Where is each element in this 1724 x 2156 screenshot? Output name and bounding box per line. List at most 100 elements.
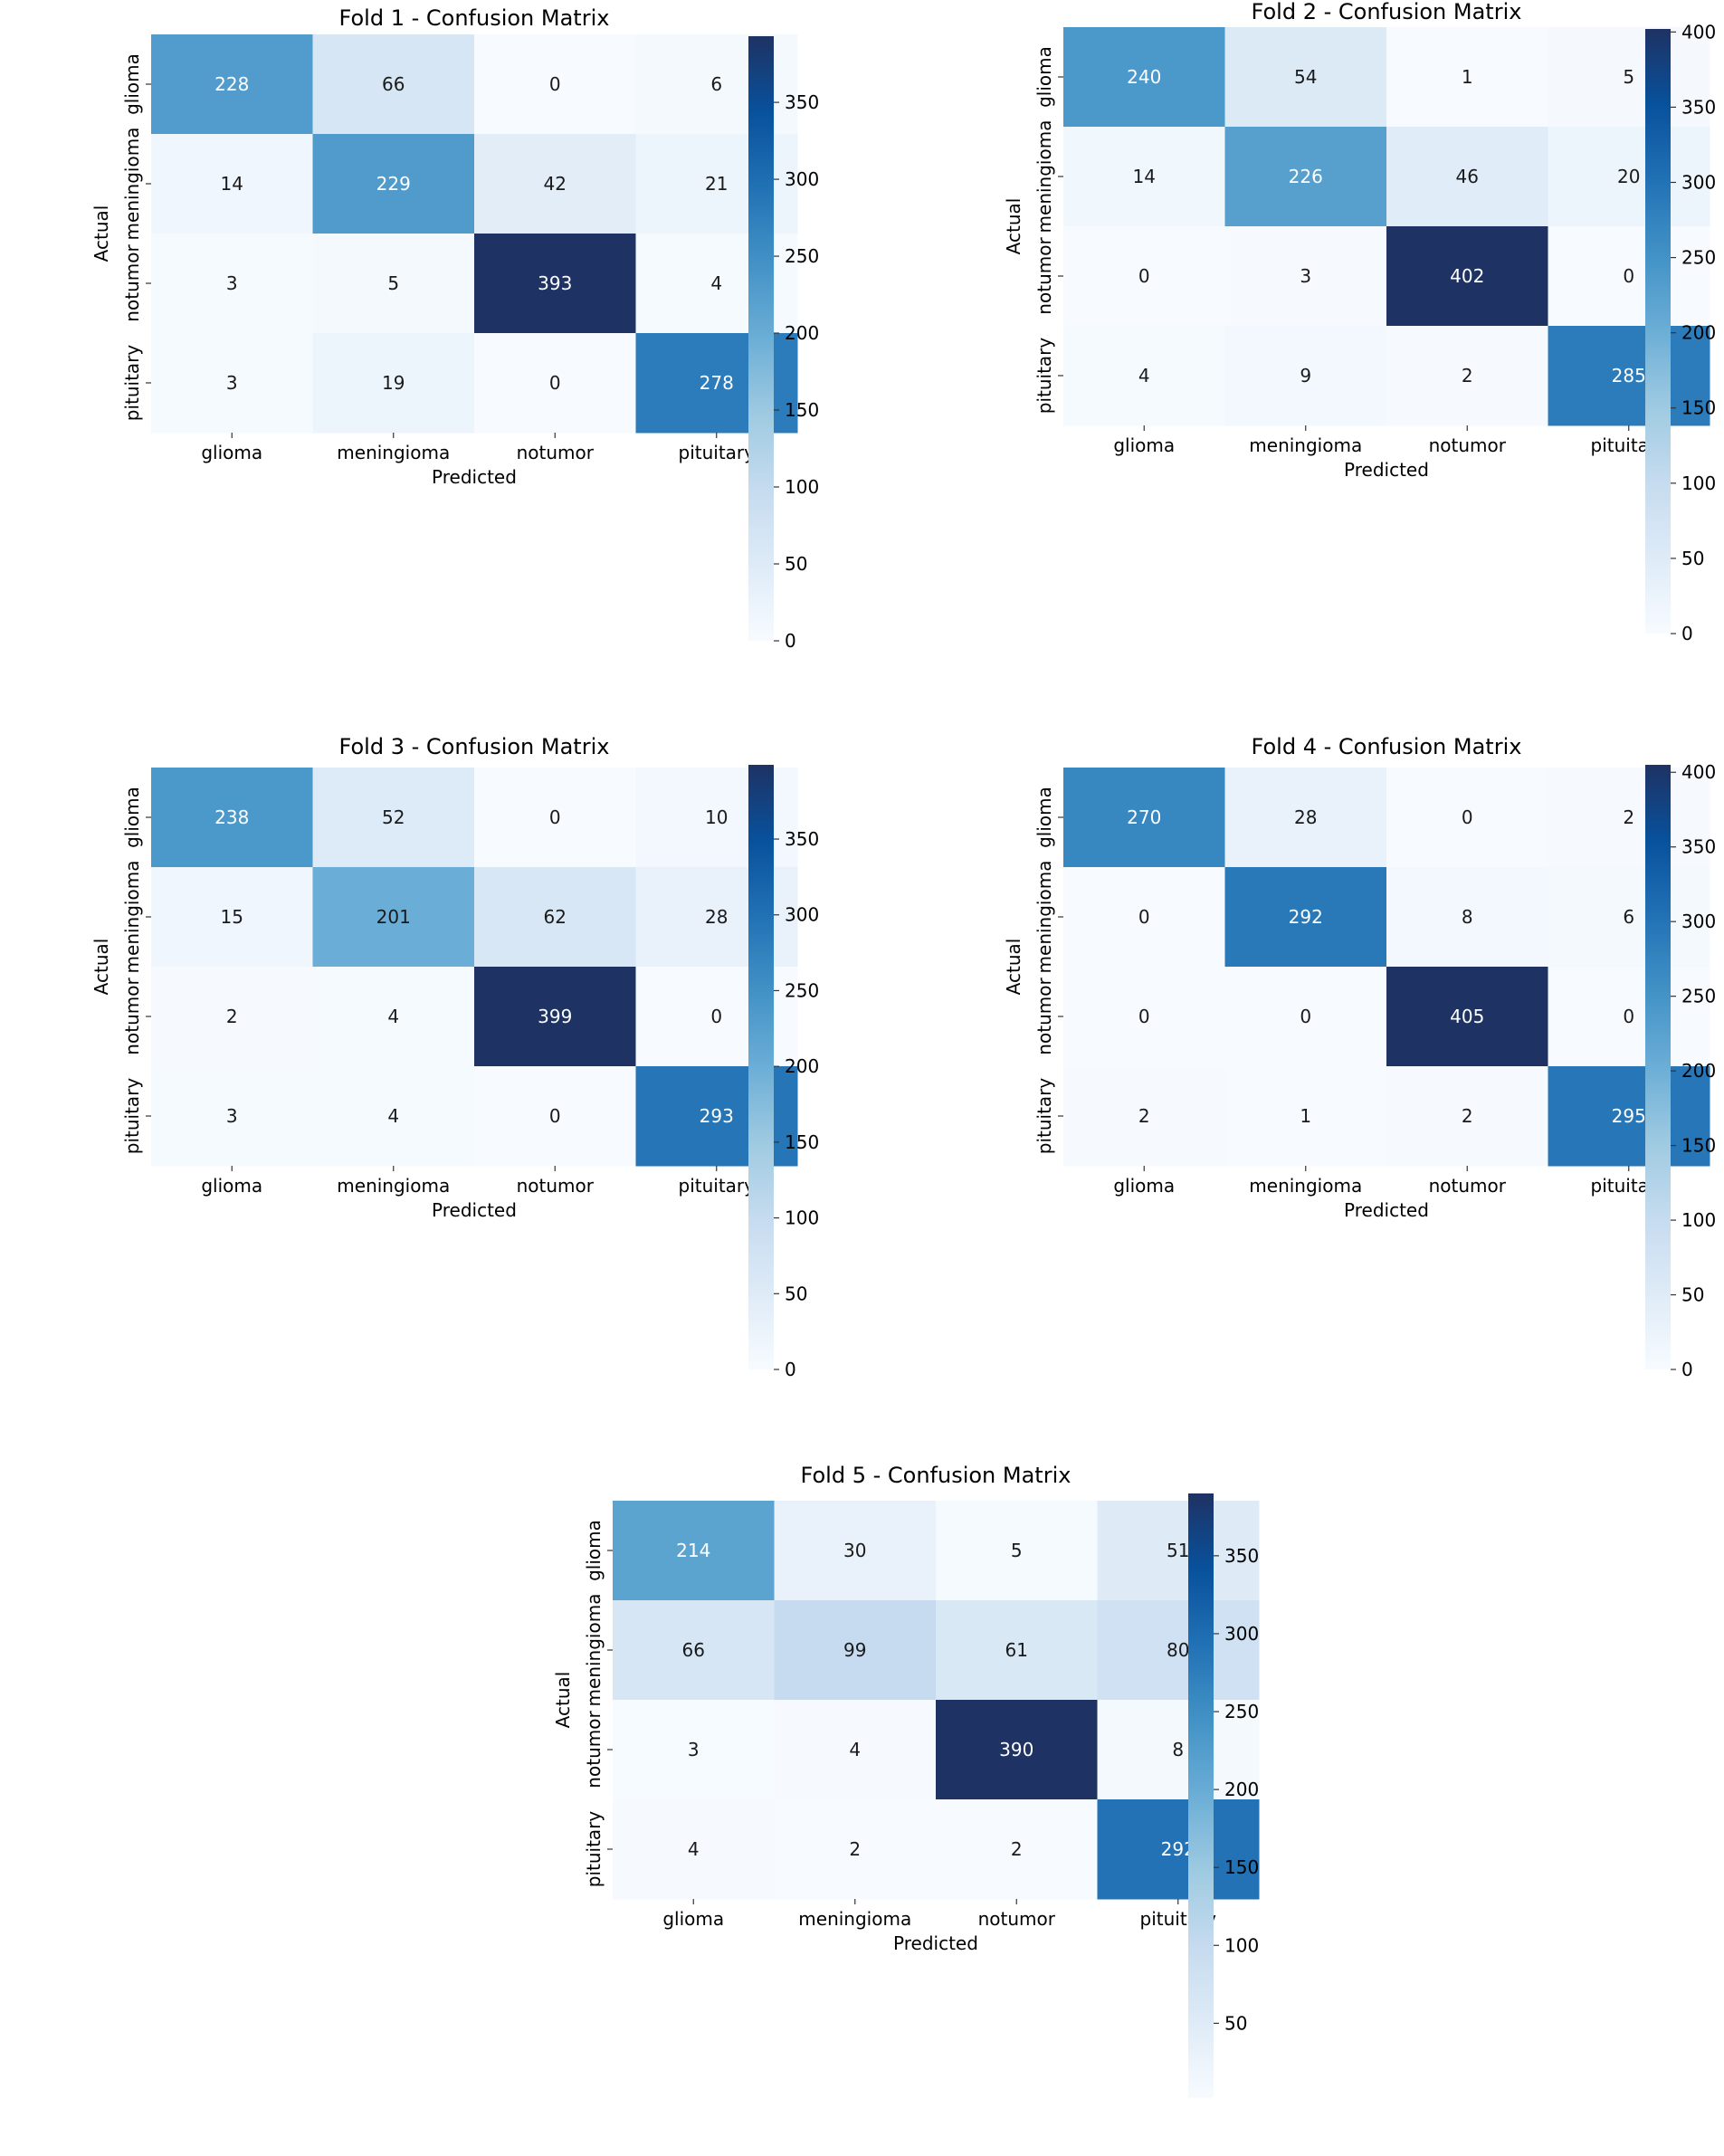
colorbar-tick-label: 300 <box>785 904 819 926</box>
y-tick-label: pituitary <box>121 1078 143 1155</box>
cell-value-label: 80 <box>1167 1639 1189 1661</box>
cell-value-label: 66 <box>382 73 405 95</box>
heatmap-cell <box>1063 27 1225 128</box>
colorbar-tick-label: 150 <box>1681 1135 1716 1157</box>
x-tick-label: notumor <box>517 442 595 463</box>
colorbar-tick-label: 100 <box>785 476 819 498</box>
cell-value-label: 0 <box>549 73 561 95</box>
cell-value-label: 0 <box>549 806 561 828</box>
heatmap-cell <box>312 967 475 1067</box>
heatmap-cell <box>1386 326 1548 426</box>
heatmap-cell <box>312 134 475 234</box>
cell-value-label: 8 <box>1462 906 1473 928</box>
x-tick-label: glioma <box>1113 1175 1175 1197</box>
cell-value-label: 292 <box>1289 906 1323 928</box>
cell-value-label: 51 <box>1167 1540 1189 1561</box>
heatmap-cell <box>774 1600 937 1701</box>
heatmap-cell <box>613 1799 775 1900</box>
y-axis-label: Actual <box>90 939 112 996</box>
cell-value-label: 0 <box>549 1105 561 1127</box>
cell-value-label: 3 <box>226 1105 238 1127</box>
cell-value-label: 226 <box>1289 166 1323 187</box>
colorbar-tick-label: 200 <box>1681 1060 1716 1082</box>
heatmap-cell <box>1063 326 1225 426</box>
cell-value-label: 0 <box>1138 1006 1150 1027</box>
colorbar-tick-label: 250 <box>785 245 819 267</box>
colorbar-tick-label: 300 <box>1681 911 1716 932</box>
heatmap-cell <box>1063 226 1225 327</box>
cell-value-label: 0 <box>1300 1006 1311 1027</box>
colorbar-tick-label: 200 <box>1681 322 1716 344</box>
cell-value-label: 285 <box>1612 365 1646 386</box>
heatmap-cell <box>1548 867 1710 968</box>
heatmap-cell <box>1386 967 1548 1067</box>
heatmap-cell <box>1097 1700 1260 1800</box>
heatmap-cell <box>936 1600 1098 1701</box>
x-tick-label: pituitary <box>679 442 756 463</box>
y-tick-label: meningioma <box>583 1594 605 1707</box>
colorbar-tick-label: 150 <box>785 399 819 421</box>
heatmap-cell <box>151 34 313 135</box>
heatmap-cell <box>312 333 475 434</box>
colorbar-tick-label: 350 <box>1681 836 1716 858</box>
colorbar-tick-label: 250 <box>1681 247 1716 269</box>
y-tick-label: pituitary <box>121 345 143 422</box>
colorbar-tick-label: 350 <box>1681 96 1716 118</box>
colorbar-tick-label: 400 <box>1681 21 1716 43</box>
heatmap-cell <box>1224 326 1387 426</box>
y-tick-label: meningioma <box>121 128 143 241</box>
colorbar-tick-label: 200 <box>1224 1779 1259 1800</box>
colorbar-tick-label: 50 <box>785 1283 807 1304</box>
y-tick-label: notumor <box>1033 237 1055 315</box>
x-tick-label: notumor <box>1429 1175 1507 1197</box>
cell-value-label: 54 <box>1294 66 1317 88</box>
colorbar-tick-label: 0 <box>785 630 796 652</box>
colorbar-tick-label: 100 <box>1681 1209 1716 1231</box>
heatmap-cell <box>1386 27 1548 128</box>
heatmap-cell <box>474 967 636 1067</box>
colorbar-tick-label: 400 <box>1681 761 1716 783</box>
heatmap-cell <box>1548 326 1710 426</box>
cell-value-label: 28 <box>1294 806 1317 828</box>
colorbar-tick-label: 150 <box>1224 1856 1259 1878</box>
chart-title: Fold 2 - Confusion Matrix <box>1252 0 1522 24</box>
colorbar-tick-label: 250 <box>1224 1701 1259 1722</box>
cell-value-label: 3 <box>226 372 238 394</box>
cell-value-label: 201 <box>376 906 411 928</box>
cell-value-label: 0 <box>1623 1006 1634 1027</box>
y-tick-label: notumor <box>1033 978 1055 1055</box>
heatmap-cell <box>474 34 636 135</box>
x-axis-label: Predicted <box>893 1932 978 1954</box>
heatmap-cell <box>474 867 636 968</box>
y-axis-label: Actual <box>90 205 112 262</box>
confusion-matrix-panel-5: Fold 5 - Confusion Matrix 214 30 5 51 66 99 61 8… <box>552 1463 1260 2098</box>
x-tick-label: meningioma <box>337 1175 450 1197</box>
heatmap-cell <box>1548 127 1710 227</box>
heatmap-cell <box>1386 768 1548 868</box>
cell-value-label: 4 <box>849 1739 861 1760</box>
colorbar-tick-label: 50 <box>1681 1284 1704 1306</box>
cell-value-label: 4 <box>387 1105 399 1127</box>
y-tick-label: meningioma <box>1033 861 1055 974</box>
colorbar-tick-label: 250 <box>785 979 819 1001</box>
heatmap-cell <box>1063 967 1225 1067</box>
x-tick-label: meningioma <box>1249 1175 1362 1197</box>
cell-value-label: 1 <box>1300 1105 1311 1127</box>
y-axis-label: Actual <box>1003 939 1024 996</box>
heatmap-cell <box>474 333 636 434</box>
heatmap-cell <box>613 1700 775 1800</box>
x-axis-label: Predicted <box>432 1199 517 1221</box>
x-tick-label: glioma <box>1113 434 1175 456</box>
cell-value-label: 390 <box>999 1739 1033 1760</box>
heatmap-cell <box>1548 27 1710 128</box>
cell-value-label: 8 <box>1172 1739 1184 1760</box>
colorbar-tick-label: 0 <box>785 1359 796 1380</box>
heatmap-cell <box>774 1700 937 1800</box>
cell-value-label: 10 <box>705 806 728 828</box>
cell-value-label: 3 <box>1300 265 1311 287</box>
cell-value-label: 21 <box>705 173 728 195</box>
cell-value-label: 228 <box>214 73 249 95</box>
cell-value-label: 4 <box>688 1838 700 1860</box>
cell-value-label: 0 <box>1138 265 1150 287</box>
x-tick-label: glioma <box>201 1175 262 1197</box>
